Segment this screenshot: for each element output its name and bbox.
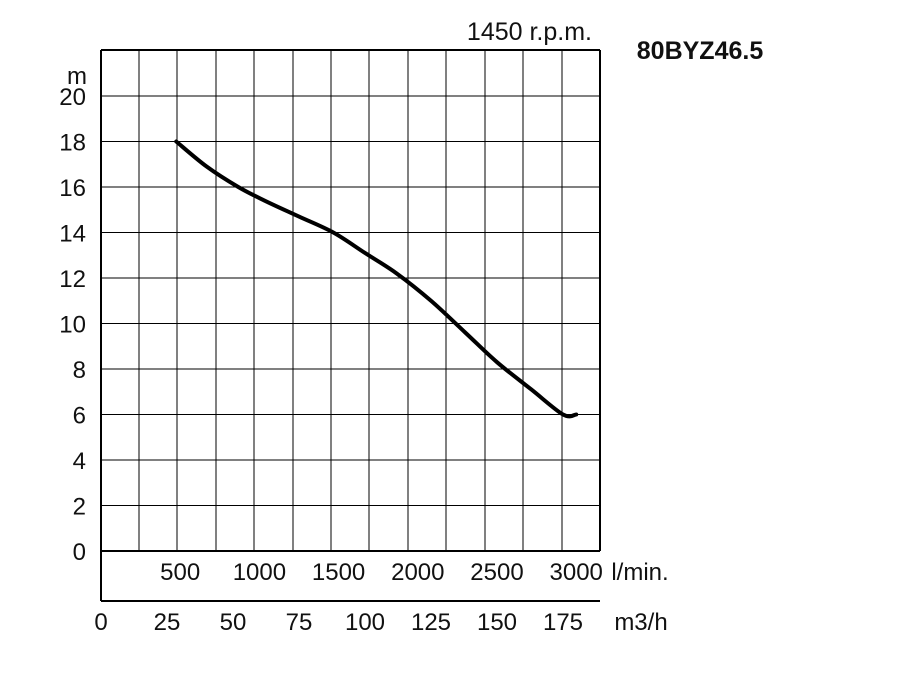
y-tick-label: 20	[59, 84, 86, 111]
x-tick-label-lmin: 2500	[470, 559, 523, 586]
x-tick-label-m3h: 0	[94, 609, 107, 636]
y-tick-label: 0	[73, 539, 86, 566]
x-axis-label-lmin: l/min.	[611, 559, 668, 586]
x-tick-label-lmin: 1000	[233, 559, 286, 586]
head-curve-line	[174, 139, 579, 419]
y-tick-label: 4	[73, 448, 86, 475]
curves	[174, 139, 579, 419]
y-axis-label: m	[67, 63, 87, 90]
x-tick-label-lmin: 3000	[550, 559, 603, 586]
x-axis-label-m3h: m3/h	[614, 609, 667, 636]
x-tick-label-m3h: 175	[543, 609, 583, 636]
x-tick-label-m3h: 75	[286, 609, 313, 636]
chart-title: 80BYZ46.5	[637, 37, 764, 65]
x-tick-label-m3h: 125	[411, 609, 451, 636]
x-tick-label-lmin: 1500	[312, 559, 365, 586]
y-tick-label: 16	[59, 175, 86, 202]
x-tick-label-lmin: 2000	[391, 559, 444, 586]
y-tick-label: 8	[73, 357, 86, 384]
y-tick-label: 14	[59, 221, 86, 248]
x-tick-label-m3h: 150	[477, 609, 517, 636]
grid	[101, 50, 600, 551]
x-tick-label-m3h: 25	[154, 609, 181, 636]
chart-subtitle: 1450 r.p.m.	[467, 18, 592, 46]
y-tick-labels: 0 2 4 6 8 10 12 14 16 18 20	[59, 84, 86, 566]
x-tick-label-m3h: 100	[345, 609, 385, 636]
y-tick-label: 18	[59, 130, 86, 157]
y-tick-label: 2	[73, 494, 86, 521]
x-tick-label-lmin: 500	[160, 559, 200, 586]
y-tick-label: 10	[59, 312, 86, 339]
plot-frame	[100, 49, 601, 602]
x-tick-labels-m3h: 0 25 50 75 100 125 150 175	[94, 609, 583, 636]
x-tick-labels-lmin: 500 1000 1500 2000 2500 3000	[160, 559, 603, 586]
y-tick-label: 12	[59, 266, 86, 293]
y-tick-label: 6	[73, 403, 86, 430]
x-tick-label-m3h: 50	[220, 609, 247, 636]
